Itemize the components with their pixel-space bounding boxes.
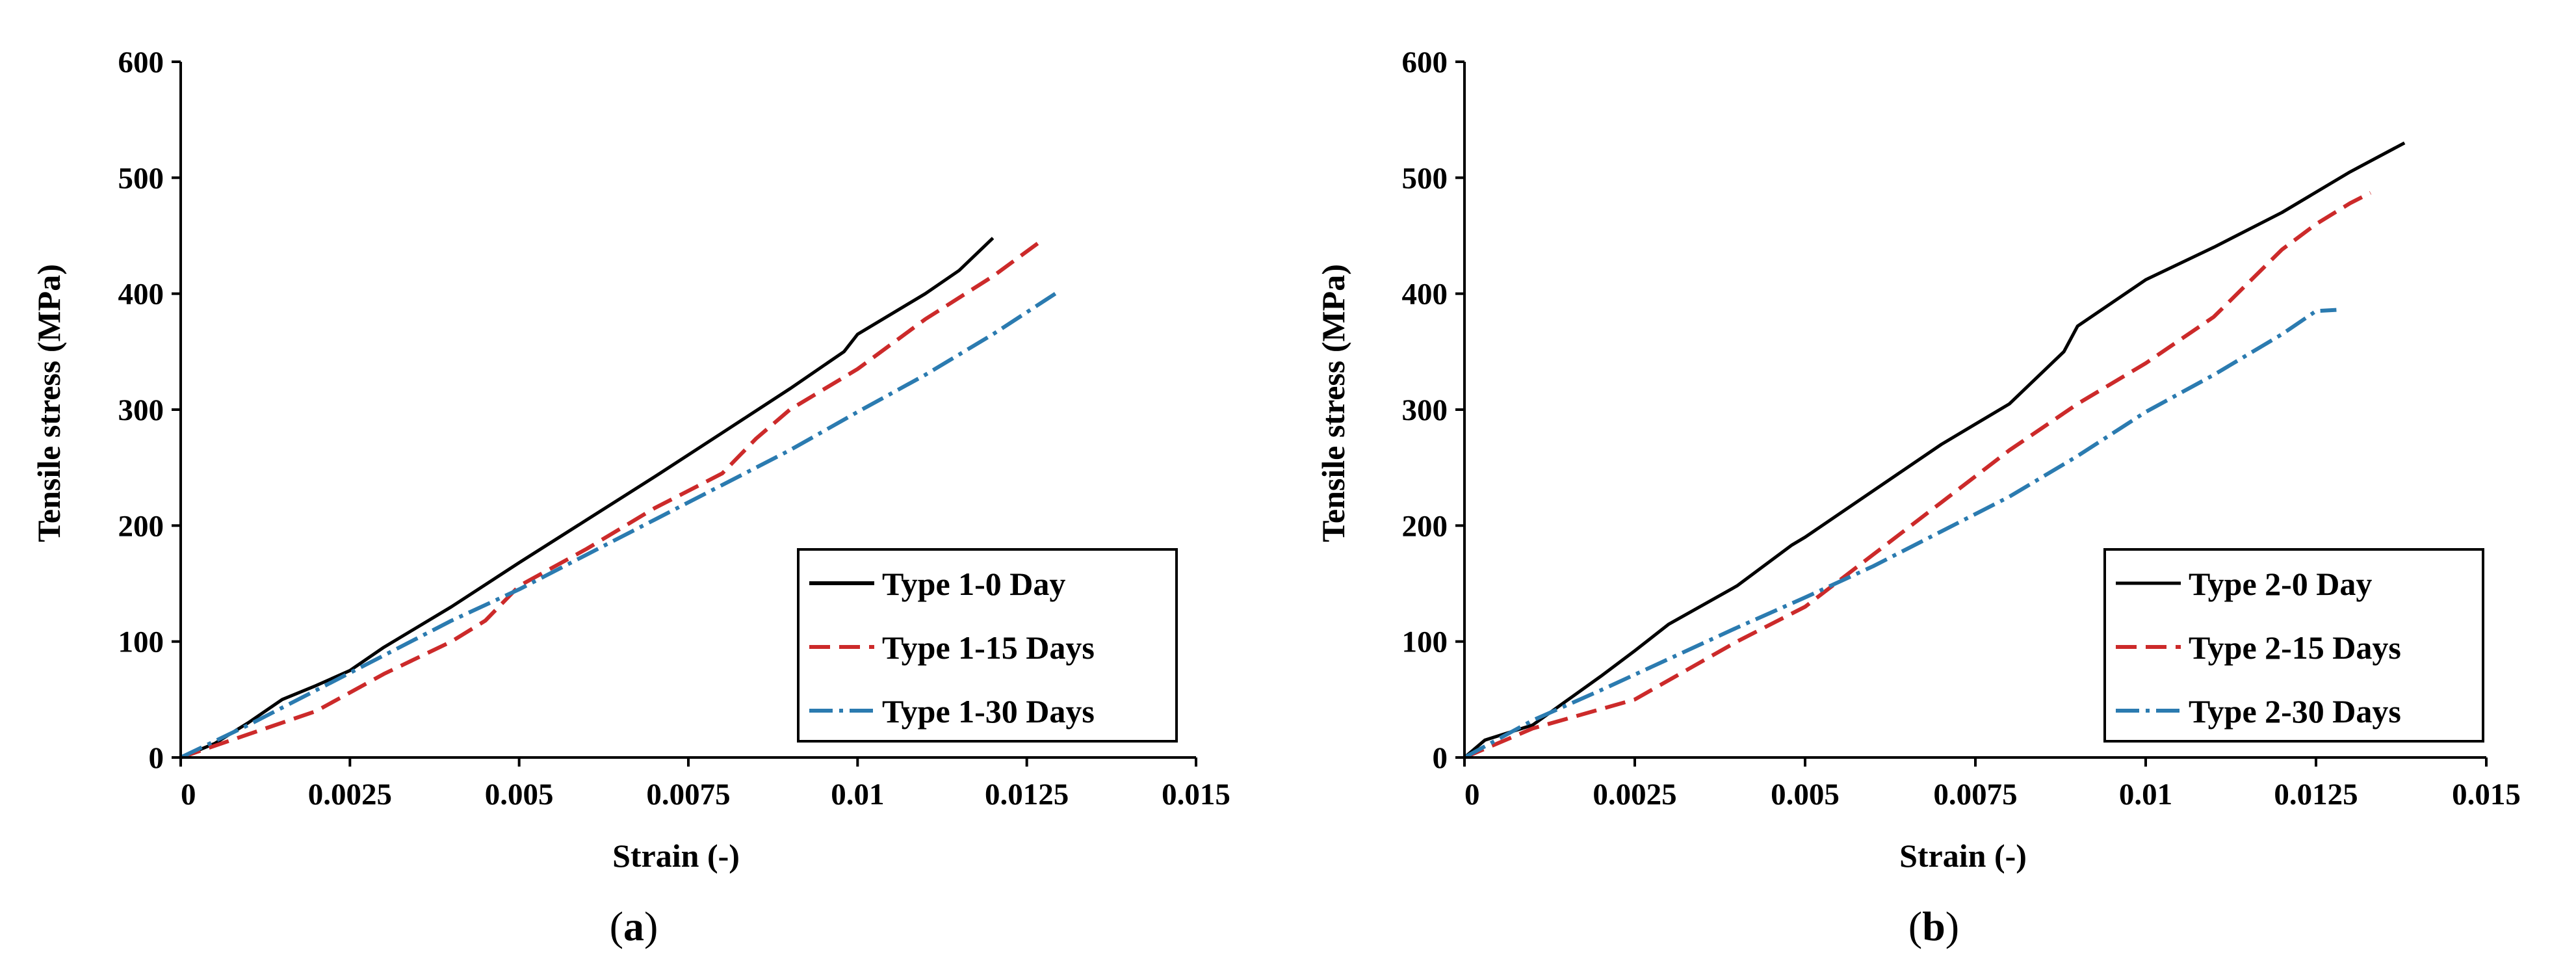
y-tick-label: 600: [118, 46, 164, 79]
y-tick-label: 200: [118, 509, 164, 543]
x-tick-label: 0.0025: [308, 778, 392, 811]
legend-label-a-2: Type 1-30 Days: [882, 693, 1095, 730]
chart-a: 0 100 200 300 400 500 600 0 0.0025 0.005 0.0075 0.…: [31, 46, 1230, 949]
caption-a-letter: a: [623, 903, 644, 949]
x-tick-label: 0.005: [1771, 778, 1840, 811]
series-line-b-2: [1463, 308, 2337, 759]
caption-a: (a): [610, 903, 658, 949]
x-axis-ticks-a: 0 0.0025 0.005 0.0075 0.01 0.0125 0.015: [179, 757, 1230, 811]
caption-b-letter: b: [1922, 903, 1945, 949]
x-tick-label: 0.0125: [985, 778, 1069, 811]
chart-b: 0 100 200 300 400 500 600 0 0.0025 0.005 0.0075 0.…: [1315, 46, 2521, 949]
y-tick-label: 0: [1433, 741, 1448, 775]
caption-b: (b): [1908, 903, 1959, 949]
series-line-b-1: [1463, 191, 2372, 759]
x-tick-label: 0: [181, 778, 196, 811]
y-tick-label: 400: [118, 278, 164, 311]
legend-a: Type 1-0 Day Type 1-15 Days Type 1-30 Da…: [797, 548, 1178, 743]
legend-label-b-0: Type 2-0 Day: [2189, 566, 2372, 602]
series-line-b-0: [1463, 141, 2406, 759]
x-tick-label: 0.0075: [1933, 778, 2017, 811]
x-tick-label: 0.01: [2119, 778, 2172, 811]
series-group-b: [1463, 141, 2406, 759]
y-axis-ticks-b: 0 100 200 300 400 500 600: [1402, 46, 1464, 775]
series-line-a-1: [180, 239, 1042, 759]
x-tick-label: 0.0125: [2274, 778, 2358, 811]
x-tick-label: 0.015: [2452, 778, 2521, 811]
x-axis-title-b: Strain (-): [1899, 837, 2027, 874]
series-line-a-0: [180, 237, 995, 759]
caption-b-text: (b): [1908, 903, 1959, 949]
x-axis-title-a: Strain (-): [612, 837, 740, 874]
x-tick-label: 0.015: [1162, 778, 1230, 811]
y-tick-label: 600: [1402, 46, 1448, 79]
y-tick-label: 500: [1402, 161, 1448, 195]
y-axis-title-b: Tensile stress (MPa): [1315, 264, 1351, 542]
x-axis-ticks-b: 0 0.0025 0.005 0.0075 0.01 0.0125 0.015: [1463, 757, 2521, 811]
x-tick-label: 0.0075: [646, 778, 730, 811]
x-tick-label: 0.005: [485, 778, 554, 811]
y-tick-label: 100: [1402, 625, 1448, 659]
series-line-a-2: [179, 288, 1062, 759]
y-tick-label: 100: [118, 625, 164, 659]
legend-b: Type 2-0 Day Type 2-15 Days Type 2-30 Da…: [2103, 548, 2484, 743]
y-axis-ticks-a: 0 100 200 300 400 500 600: [118, 46, 181, 775]
legend-label-a-0: Type 1-0 Day: [882, 566, 1065, 602]
legend-label-b-2: Type 2-30 Days: [2189, 693, 2401, 730]
legend-label-a-1: Type 1-15 Days: [882, 629, 1095, 666]
y-tick-label: 500: [118, 161, 164, 195]
caption-a-text: (a): [610, 903, 658, 949]
x-tick-label: 0.0025: [1593, 778, 1676, 811]
y-tick-label: 400: [1402, 278, 1448, 311]
y-tick-label: 0: [149, 741, 164, 775]
x-tick-label: 0.01: [831, 778, 884, 811]
y-tick-label: 200: [1402, 509, 1448, 543]
y-tick-label: 300: [118, 393, 164, 427]
legend-label-b-1: Type 2-15 Days: [2189, 629, 2401, 666]
series-group-a: [179, 237, 1062, 759]
y-tick-label: 300: [1402, 393, 1448, 427]
x-tick-label: 0: [1464, 778, 1480, 811]
y-axis-title-a: Tensile stress (MPa): [31, 264, 67, 542]
